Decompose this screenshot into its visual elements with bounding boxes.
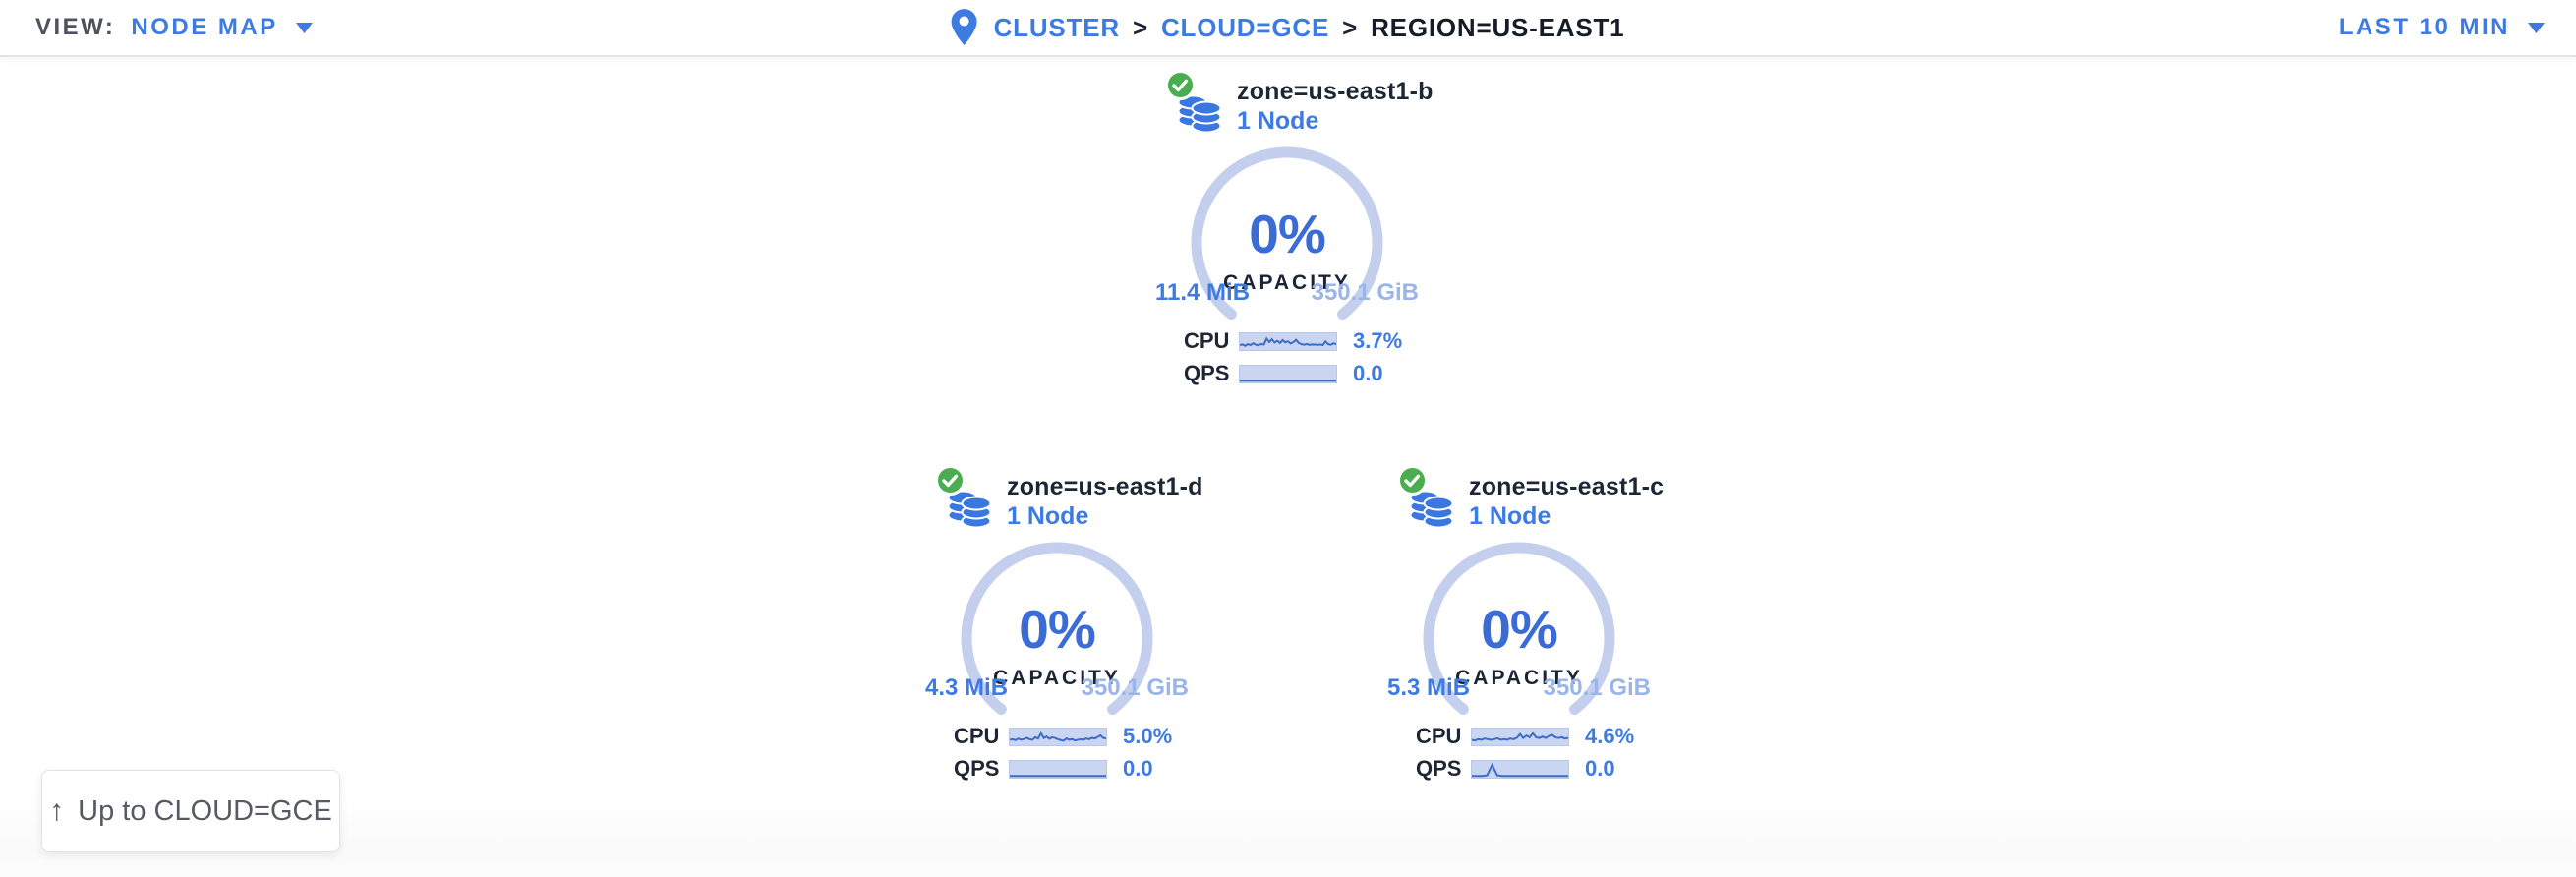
map-pin-icon — [951, 8, 977, 45]
zone-icon-group — [1396, 464, 1465, 539]
zone-node-count: 1 Node — [1237, 107, 1319, 135]
cpu-row: CPU 5.0% — [954, 724, 1186, 749]
arrow-up-icon: ↑ — [49, 794, 65, 827]
zone-metrics: CPU 5.0% QPS 0.0 — [954, 724, 1186, 782]
healthy-check-icon — [935, 465, 966, 496]
zone-header: zone=us-east1-d 1 Node — [934, 464, 1202, 543]
zone-name: zone=us-east1-d — [1007, 473, 1203, 500]
view-selector[interactable]: VIEW: NODE MAP — [35, 0, 313, 55]
breadcrumb-separator: > — [1132, 12, 1148, 42]
up-button-label: Up to CLOUD=GCE — [78, 794, 332, 827]
qps-sparkline-chart — [1471, 759, 1569, 779]
zone-metrics: CPU 4.6% QPS 0.0 — [1416, 724, 1648, 782]
zone-header: zone=us-east1-c 1 Node — [1396, 464, 1664, 543]
capacity-used: 11.4 MiB — [1155, 279, 1251, 306]
cpu-value: 3.7% — [1353, 328, 1403, 353]
zone-card-us-east1-c[interactable]: zone=us-east1-c 1 Node 0% CAPACITY 5.3 M… — [1387, 460, 1664, 789]
capacity-total: 350.1 GiB — [1311, 279, 1419, 306]
qps-sparkline-chart — [1239, 364, 1337, 383]
zone-titles: zone=us-east1-c 1 Node — [1469, 472, 1664, 531]
breadcrumb-region-current: REGION=US-EAST1 — [1371, 12, 1625, 42]
node-map-canvas: zone=us-east1-b 1 Node 0% CAPACITY 11.4 … — [0, 57, 2576, 877]
qps-sparkline-chart — [1009, 759, 1107, 779]
cpu-value: 5.0% — [1123, 724, 1173, 748]
up-to-cloud-button[interactable]: ↑ Up to CLOUD=GCE — [41, 770, 340, 852]
qps-value: 0.0 — [1123, 756, 1153, 781]
zone-titles: zone=us-east1-d 1 Node — [1007, 472, 1203, 531]
healthy-check-icon — [1397, 465, 1428, 496]
capacity-percent: 0% — [1481, 599, 1558, 660]
qps-row: QPS 0.0 — [954, 756, 1186, 782]
time-range-value: LAST 10 MIN — [2338, 14, 2510, 40]
cpu-sparkline-chart — [1471, 727, 1569, 746]
zone-node-count: 1 Node — [1007, 502, 1089, 530]
zone-metrics: CPU 3.7% QPS 0.0 — [1184, 328, 1416, 386]
cpu-label: CPU — [1184, 328, 1230, 353]
time-range-selector[interactable]: LAST 10 MIN — [2339, 0, 2545, 55]
database-stack-icon — [1409, 490, 1454, 529]
cpu-sparkline-chart — [1239, 331, 1337, 351]
capacity-used: 5.3 MiB — [1387, 674, 1471, 701]
qps-label: QPS — [1184, 361, 1230, 385]
chevron-down-icon — [295, 22, 313, 33]
capacity-label: CAPACITY — [1455, 667, 1583, 689]
cpu-sparkline-chart — [1009, 727, 1107, 746]
qps-value: 0.0 — [1353, 361, 1383, 385]
capacity-values: 4.3 MiB 350.1 GiB — [925, 674, 1189, 702]
capacity-used: 4.3 MiB — [925, 674, 1009, 701]
topbar: VIEW: NODE MAP CLUSTER > CLOUD=GCE > REG… — [0, 0, 2576, 57]
cpu-label: CPU — [954, 724, 1000, 748]
cpu-row: CPU 4.6% — [1416, 724, 1648, 749]
cpu-value: 4.6% — [1585, 724, 1635, 748]
zone-card-us-east1-b[interactable]: zone=us-east1-b 1 Node 0% CAPACITY 11.4 … — [1155, 65, 1433, 393]
capacity-percent: 0% — [1019, 599, 1096, 660]
zone-header: zone=us-east1-b 1 Node — [1164, 69, 1433, 147]
zone-node-count: 1 Node — [1469, 502, 1551, 530]
zone-name: zone=us-east1-c — [1469, 473, 1665, 500]
breadcrumb-cluster-link[interactable]: CLUSTER — [993, 12, 1120, 42]
capacity-label: CAPACITY — [993, 667, 1121, 689]
zone-card-us-east1-d[interactable]: zone=us-east1-d 1 Node 0% CAPACITY 4.3 M… — [925, 460, 1202, 789]
qps-label: QPS — [1416, 756, 1462, 781]
chevron-down-icon — [2528, 22, 2545, 33]
capacity-percent: 0% — [1249, 204, 1326, 264]
qps-row: QPS 0.0 — [1416, 756, 1648, 782]
breadcrumb-cloud-link[interactable]: CLOUD=GCE — [1160, 12, 1330, 42]
capacity-total: 350.1 GiB — [1081, 674, 1189, 701]
zone-icon-group — [934, 464, 1003, 539]
zone-titles: zone=us-east1-b 1 Node — [1237, 77, 1434, 136]
capacity-gauge: 0% CAPACITY 5.3 MiB 350.1 GiB — [1387, 542, 1651, 734]
capacity-total: 350.1 GiB — [1543, 674, 1651, 701]
database-stack-icon — [1177, 94, 1222, 134]
capacity-label: CAPACITY — [1223, 271, 1351, 294]
cpu-label: CPU — [1416, 724, 1462, 748]
healthy-check-icon — [1165, 70, 1196, 100]
qps-row: QPS 0.0 — [1184, 361, 1416, 386]
zone-icon-group — [1164, 69, 1233, 144]
breadcrumb-separator: > — [1342, 12, 1359, 42]
breadcrumb: CLUSTER > CLOUD=GCE > REGION=US-EAST1 — [951, 0, 1625, 55]
zone-name: zone=us-east1-b — [1237, 78, 1434, 105]
view-value: NODE MAP — [131, 14, 278, 40]
capacity-values: 5.3 MiB 350.1 GiB — [1387, 674, 1651, 702]
capacity-values: 11.4 MiB 350.1 GiB — [1155, 279, 1419, 307]
qps-value: 0.0 — [1585, 756, 1615, 781]
capacity-gauge: 0% CAPACITY 11.4 MiB 350.1 GiB — [1155, 146, 1419, 339]
qps-label: QPS — [954, 756, 1000, 781]
cpu-row: CPU 3.7% — [1184, 328, 1416, 354]
view-label: VIEW: — [35, 14, 116, 40]
capacity-gauge: 0% CAPACITY 4.3 MiB 350.1 GiB — [925, 542, 1189, 734]
